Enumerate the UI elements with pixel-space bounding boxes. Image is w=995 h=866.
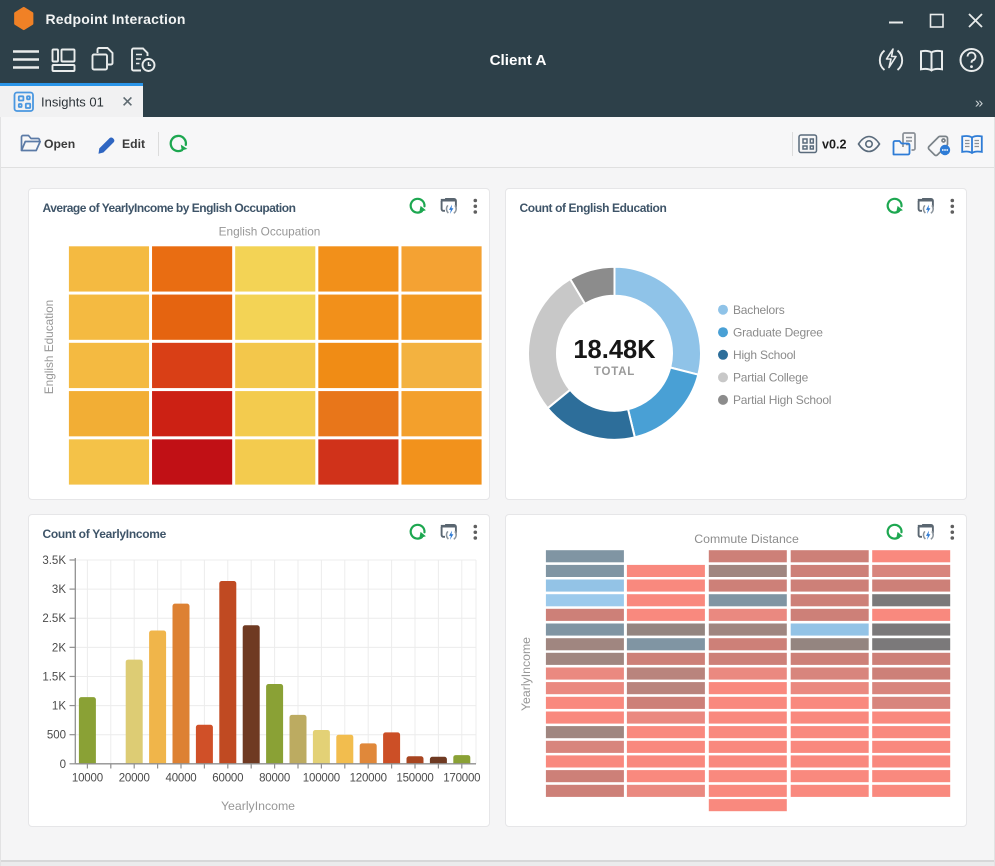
svg-text:YearlyIncome: YearlyIncome [221, 799, 295, 813]
svg-text:1K: 1K [52, 701, 66, 713]
svg-text:YearlyIncome: YearlyIncome [519, 637, 533, 711]
svg-text:Client A: Client A [490, 52, 547, 69]
svg-text:2.5K: 2.5K [42, 613, 66, 625]
svg-text:Count of YearlyIncome: Count of YearlyIncome [43, 527, 167, 541]
svg-text:150000: 150000 [396, 773, 433, 785]
svg-text:English Occupation: English Occupation [219, 225, 321, 239]
svg-text:Edit: Edit [122, 137, 145, 151]
svg-text:Insights 01: Insights 01 [41, 95, 104, 110]
svg-text:Bachelors: Bachelors [733, 303, 785, 317]
svg-text:v0.2: v0.2 [822, 138, 847, 152]
svg-text:500: 500 [47, 730, 66, 742]
svg-text:2K: 2K [52, 642, 66, 654]
svg-text:10000: 10000 [72, 773, 103, 785]
svg-text:60000: 60000 [212, 773, 243, 785]
svg-text:TOTAL: TOTAL [594, 366, 635, 378]
svg-text:18.48K: 18.48K [573, 336, 656, 364]
svg-text:120000: 120000 [350, 773, 387, 785]
svg-text:»: » [975, 95, 983, 112]
svg-text:High School: High School [733, 348, 796, 362]
svg-text:170000: 170000 [443, 773, 480, 785]
svg-text:Partial College: Partial College [733, 371, 809, 385]
svg-text:Graduate Degree: Graduate Degree [733, 326, 823, 340]
svg-text:Redpoint Interaction: Redpoint Interaction [46, 11, 186, 27]
svg-text:3K: 3K [52, 584, 66, 596]
svg-text:1.5K: 1.5K [42, 671, 66, 683]
svg-text:English Education: English Education [42, 300, 56, 394]
svg-text:3.5K: 3.5K [42, 555, 66, 567]
svg-text:80000: 80000 [259, 773, 290, 785]
svg-text:0: 0 [60, 759, 66, 771]
svg-text:Average of YearlyIncome by Eng: Average of YearlyIncome by English Occup… [43, 201, 296, 215]
svg-text:Commute Distance: Commute Distance [694, 532, 799, 546]
svg-text:Partial High School: Partial High School [733, 393, 831, 407]
svg-text:100000: 100000 [303, 773, 340, 785]
svg-text:Count of English Education: Count of English Education [520, 201, 667, 215]
svg-text:40000: 40000 [166, 773, 197, 785]
svg-text:20000: 20000 [119, 773, 150, 785]
svg-text:Open: Open [44, 137, 75, 151]
